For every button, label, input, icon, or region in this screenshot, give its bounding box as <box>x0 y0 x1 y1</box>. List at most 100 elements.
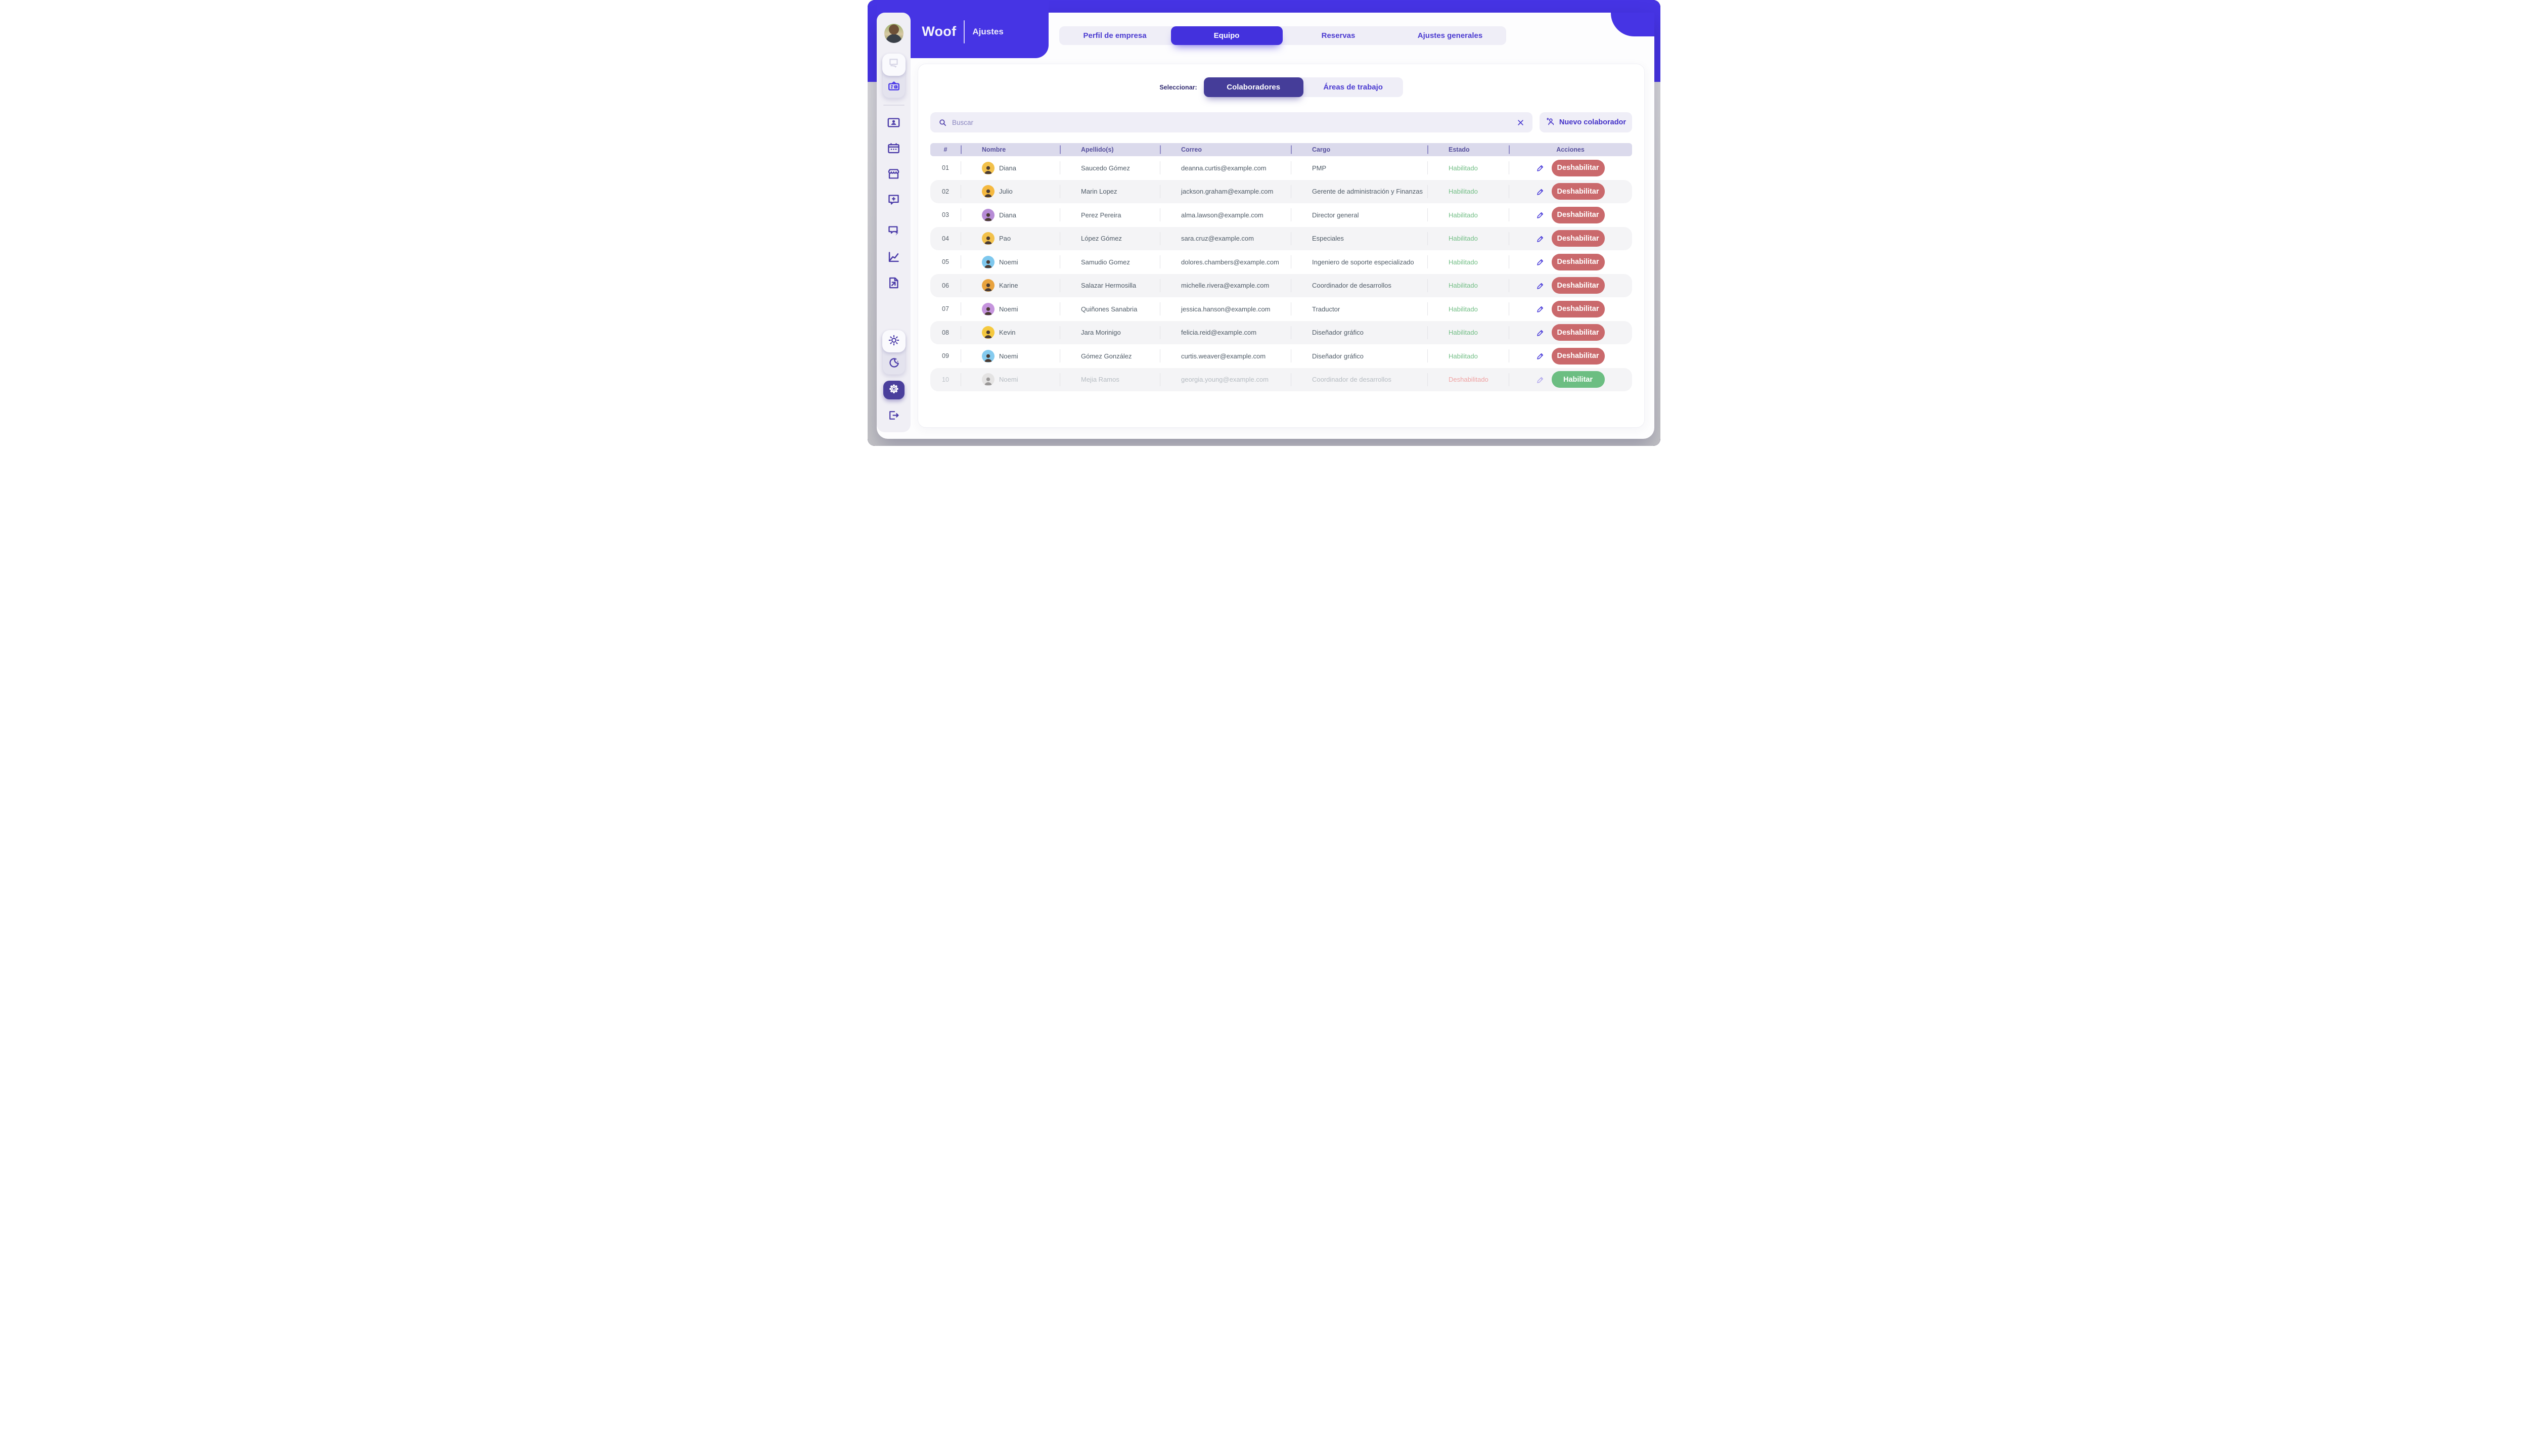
collaborator-first-name: Pao <box>999 235 1011 243</box>
toggle-status-button[interactable]: Deshabilitar <box>1551 183 1605 200</box>
toggle-status-button[interactable]: Deshabilitar <box>1551 347 1605 365</box>
collaborator-email: jessica.hanson@example.com <box>1160 297 1291 321</box>
collaborator-last-name: Mejia Ramos <box>1060 368 1160 392</box>
edit-icon[interactable] <box>1537 258 1545 266</box>
collaborators-areas-switch: Colaboradores Áreas de trabajo <box>1203 77 1403 97</box>
status-badge: Habilitado <box>1449 258 1478 266</box>
collaborator-last-name: Gómez González <box>1060 344 1160 368</box>
toggle-status-button[interactable]: Deshabilitar <box>1551 300 1605 317</box>
toggle-status-button[interactable]: Deshabilitar <box>1551 324 1605 341</box>
table-row: 10 Noemi Mejia Ramos georgia.young@examp… <box>930 368 1632 392</box>
table-row: 03 Diana Perez Pereira alma.lawson@examp… <box>930 203 1632 227</box>
edit-icon[interactable] <box>1537 282 1545 290</box>
collaborator-last-name: Samudio Gomez <box>1060 250 1160 274</box>
clear-search-icon[interactable] <box>1517 119 1524 126</box>
collaborator-avatar <box>982 185 995 198</box>
column-header-num: # <box>943 146 947 153</box>
selector-row: Seleccionar: Colaboradores Áreas de traba… <box>930 77 1632 97</box>
collaborator-role: PMP <box>1291 156 1427 180</box>
column-header-acciones: Acciones <box>1509 143 1632 156</box>
edit-icon[interactable] <box>1537 352 1545 360</box>
segment-colaboradores[interactable]: Colaboradores <box>1203 77 1303 97</box>
toggle-status-button[interactable]: Deshabilitar <box>1551 206 1605 223</box>
table-row: 08 Kevin Jara Morinigo felicia.reid@exam… <box>930 321 1632 345</box>
tab-reservas[interactable]: Reservas <box>1321 31 1356 40</box>
workspace-mode-toggle <box>882 54 906 98</box>
toggle-status-button[interactable]: Deshabilitar <box>1551 159 1605 176</box>
id-card-icon <box>887 116 900 132</box>
collaborator-role: Especiales <box>1291 227 1427 251</box>
collaborator-first-name: Noemi <box>999 258 1018 266</box>
toggle-status-button[interactable]: Deshabilitar <box>1551 253 1605 270</box>
sidebar-item-reports[interactable] <box>882 272 906 296</box>
tab-perfil-de-empresa[interactable]: Perfil de empresa <box>1083 31 1147 40</box>
chat-plus-icon <box>887 193 900 209</box>
column-header-estado: Estado <box>1427 143 1509 156</box>
moon-icon <box>887 356 900 372</box>
column-header-apellidos: Apellido(s) <box>1060 143 1160 156</box>
tab-equipo[interactable]: Equipo <box>1170 26 1283 45</box>
toggle-status-button[interactable]: Habilitar <box>1551 371 1605 388</box>
collaborator-email: michelle.rivera@example.com <box>1160 274 1291 298</box>
edit-icon[interactable] <box>1537 235 1545 243</box>
column-header-cargo: Cargo <box>1291 143 1427 156</box>
collaborator-first-name: Diana <box>999 211 1016 219</box>
logout-icon <box>887 409 900 424</box>
brand-divider <box>964 20 965 43</box>
theme-toggle <box>882 330 906 375</box>
collaborator-avatar <box>982 302 995 315</box>
segment-áreas-de-trabajo[interactable]: Áreas de trabajo <box>1303 77 1403 97</box>
edit-icon[interactable] <box>1537 376 1545 384</box>
column-header-correo: Correo <box>1160 143 1291 156</box>
edit-icon[interactable] <box>1537 188 1545 196</box>
store-icon <box>887 167 900 184</box>
sidebar-item-calendar[interactable] <box>882 138 906 161</box>
sidebar-item-quick-messages[interactable] <box>882 221 906 244</box>
table-header: # Nombre Apellido(s) Correo Cargo Estado… <box>930 143 1632 156</box>
light-mode-button[interactable] <box>882 330 906 352</box>
collaborator-avatar <box>982 255 995 268</box>
status-badge: Deshabilitado <box>1449 376 1488 384</box>
edit-icon[interactable] <box>1537 211 1545 219</box>
table-row: 02 Julio Marin Lopez jackson.graham@exam… <box>930 179 1632 203</box>
collaborator-first-name: Diana <box>999 164 1016 172</box>
status-badge: Habilitado <box>1449 352 1478 360</box>
table-row: 05 Noemi Samudio Gomez dolores.chambers@… <box>930 250 1632 274</box>
tab-ajustes-generales[interactable]: Ajustes generales <box>1417 31 1483 40</box>
status-badge: Habilitado <box>1449 188 1478 196</box>
collaborator-avatar <box>982 161 995 174</box>
toggle-status-button[interactable]: Deshabilitar <box>1551 277 1605 294</box>
collaborator-role: Diseñador gráfico <box>1291 321 1427 345</box>
business-card-icon <box>887 79 900 95</box>
collaborator-avatar <box>982 208 995 221</box>
collaborator-last-name: Perez Pereira <box>1060 203 1160 227</box>
user-avatar[interactable] <box>884 24 904 43</box>
sidebar-item-analytics[interactable] <box>882 247 906 270</box>
collaborator-last-name: Jara Morinigo <box>1060 321 1160 345</box>
new-collaborator-button[interactable]: Nuevo colaborador <box>1540 112 1632 132</box>
business-mode-button[interactable] <box>882 76 906 98</box>
logout-button[interactable] <box>883 408 905 425</box>
sidebar-item-new-chat[interactable] <box>882 190 906 213</box>
table-row: 04 Pao López Gómez sara.cruz@example.com… <box>930 226 1632 251</box>
sidebar <box>877 13 911 432</box>
sidebar-item-contacts[interactable] <box>882 112 906 135</box>
collaborator-avatar <box>982 279 995 292</box>
status-badge: Habilitado <box>1449 235 1478 243</box>
edit-icon[interactable] <box>1537 164 1545 172</box>
sidebar-item-store[interactable] <box>882 164 906 187</box>
collaborator-role: Ingeniero de soporte especializado <box>1291 250 1427 274</box>
status-badge: Habilitado <box>1449 282 1478 290</box>
search-input[interactable] <box>952 118 1512 126</box>
chat-mode-button[interactable] <box>882 54 906 76</box>
collaborator-last-name: Quiñones Sanabria <box>1060 297 1160 321</box>
edit-icon[interactable] <box>1537 329 1545 337</box>
table-body: 01 Diana Saucedo Gómez deanna.curtis@exa… <box>930 156 1632 391</box>
dark-mode-button[interactable] <box>882 352 906 375</box>
collaborator-last-name: Salazar Hermosilla <box>1060 274 1160 298</box>
collaborator-role: Traductor <box>1291 297 1427 321</box>
settings-button[interactable] <box>883 381 905 399</box>
sidebar-divider <box>883 105 905 106</box>
edit-icon[interactable] <box>1537 305 1545 313</box>
toggle-status-button[interactable]: Deshabilitar <box>1551 230 1605 247</box>
